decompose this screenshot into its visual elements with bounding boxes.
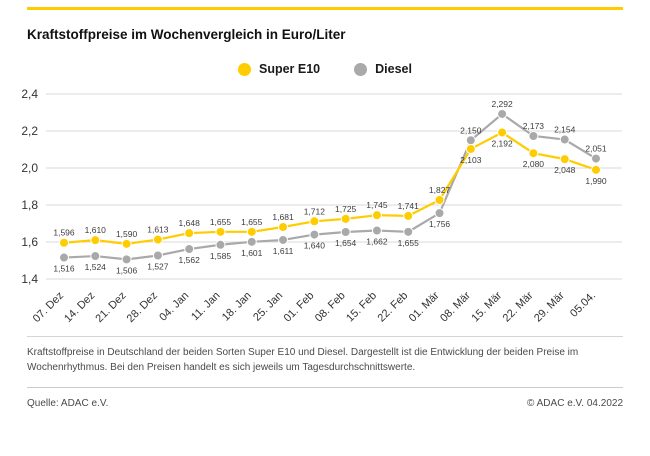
svg-text:1,745: 1,745 (366, 200, 388, 210)
svg-text:1,655: 1,655 (210, 217, 232, 227)
svg-text:2,154: 2,154 (554, 125, 576, 135)
svg-text:2,150: 2,150 (460, 125, 482, 135)
svg-text:05.04.: 05.04. (568, 290, 598, 320)
svg-text:1,585: 1,585 (210, 251, 232, 261)
diesel-dot-icon (354, 62, 368, 76)
svg-text:04. Jan: 04. Jan (157, 290, 191, 324)
svg-text:1,725: 1,725 (335, 204, 357, 214)
svg-text:22. Mär: 22. Mär (501, 290, 536, 325)
svg-text:11. Jan: 11. Jan (189, 290, 222, 323)
svg-text:08. Mär: 08. Mär (438, 290, 473, 325)
svg-text:2,051: 2,051 (585, 144, 607, 154)
svg-text:1,611: 1,611 (273, 246, 294, 256)
svg-text:1,590: 1,590 (116, 229, 138, 239)
svg-text:1,648: 1,648 (179, 218, 201, 228)
svg-text:1,8: 1,8 (21, 198, 38, 212)
divider-bottom (27, 387, 623, 389)
legend-label-super-e10: Super E10 (259, 62, 321, 77)
svg-text:01. Feb: 01. Feb (282, 290, 317, 325)
svg-text:2,080: 2,080 (523, 159, 545, 169)
svg-text:2,173: 2,173 (523, 121, 545, 131)
svg-text:2,103: 2,103 (460, 155, 482, 165)
svg-text:2,292: 2,292 (491, 99, 513, 109)
svg-text:2,048: 2,048 (554, 165, 576, 175)
source-row: Quelle: ADAC e.V. © ADAC e.V. 04.2022 (27, 398, 623, 409)
svg-text:22. Feb: 22. Feb (375, 290, 410, 325)
top-accent-bar (27, 7, 623, 10)
divider-top (27, 336, 623, 338)
svg-text:1,506: 1,506 (116, 266, 138, 276)
svg-text:1,655: 1,655 (241, 217, 263, 227)
svg-text:2,192: 2,192 (491, 139, 513, 149)
svg-text:1,712: 1,712 (304, 206, 326, 216)
svg-text:1,654: 1,654 (335, 238, 357, 248)
svg-text:14. Dez: 14. Dez (62, 290, 97, 325)
svg-text:1,4: 1,4 (21, 272, 38, 286)
svg-text:07. Dez: 07. Dez (31, 290, 66, 325)
svg-text:1,756: 1,756 (429, 219, 451, 229)
svg-text:15. Feb: 15. Feb (344, 290, 379, 325)
chart-legend: Super E10 Diesel (0, 62, 650, 76)
copyright-label: © ADAC e.V. 04.2022 (527, 398, 623, 410)
svg-text:1,562: 1,562 (179, 255, 201, 265)
svg-text:2,0: 2,0 (21, 161, 38, 175)
svg-text:25. Jan: 25. Jan (251, 290, 285, 324)
svg-text:1,6: 1,6 (21, 235, 38, 249)
svg-text:18. Jan: 18. Jan (220, 290, 254, 324)
svg-text:1,662: 1,662 (366, 237, 388, 247)
svg-text:2,4: 2,4 (21, 87, 38, 101)
legend-item-super-e10: Super E10 (238, 62, 320, 76)
svg-text:1,524: 1,524 (85, 262, 107, 272)
svg-text:1,596: 1,596 (53, 228, 75, 238)
svg-text:1,527: 1,527 (147, 262, 169, 272)
super-e10-dot-icon (238, 62, 251, 76)
page-title: Kraftstoffpreise im Wochenvergleich in E… (27, 27, 346, 42)
chart-description: Kraftstoffpreise in Deutschland der beid… (27, 347, 579, 374)
source-label: Quelle: ADAC e.V. (27, 398, 109, 410)
legend-item-diesel: Diesel (354, 62, 412, 76)
svg-text:1,681: 1,681 (272, 212, 294, 222)
svg-text:28. Dez: 28. Dez (125, 290, 160, 325)
svg-text:1,613: 1,613 (147, 225, 169, 235)
svg-text:1,990: 1,990 (585, 176, 607, 186)
svg-text:1,610: 1,610 (85, 225, 107, 235)
svg-text:1,516: 1,516 (53, 264, 75, 274)
svg-text:1,601: 1,601 (241, 248, 263, 258)
legend-label-diesel: Diesel (375, 62, 412, 77)
svg-text:08. Feb: 08. Feb (313, 290, 348, 325)
svg-text:1,640: 1,640 (304, 241, 326, 251)
svg-text:2,2: 2,2 (21, 124, 38, 138)
svg-text:29. Mär: 29. Mär (532, 290, 567, 325)
svg-text:01. Mär: 01. Mär (407, 290, 442, 325)
svg-text:15. Mär: 15. Mär (469, 290, 504, 325)
svg-text:1,741: 1,741 (398, 201, 420, 211)
svg-text:1,655: 1,655 (398, 238, 420, 248)
svg-text:1,827: 1,827 (429, 185, 451, 195)
svg-text:21. Dez: 21. Dez (93, 290, 128, 325)
